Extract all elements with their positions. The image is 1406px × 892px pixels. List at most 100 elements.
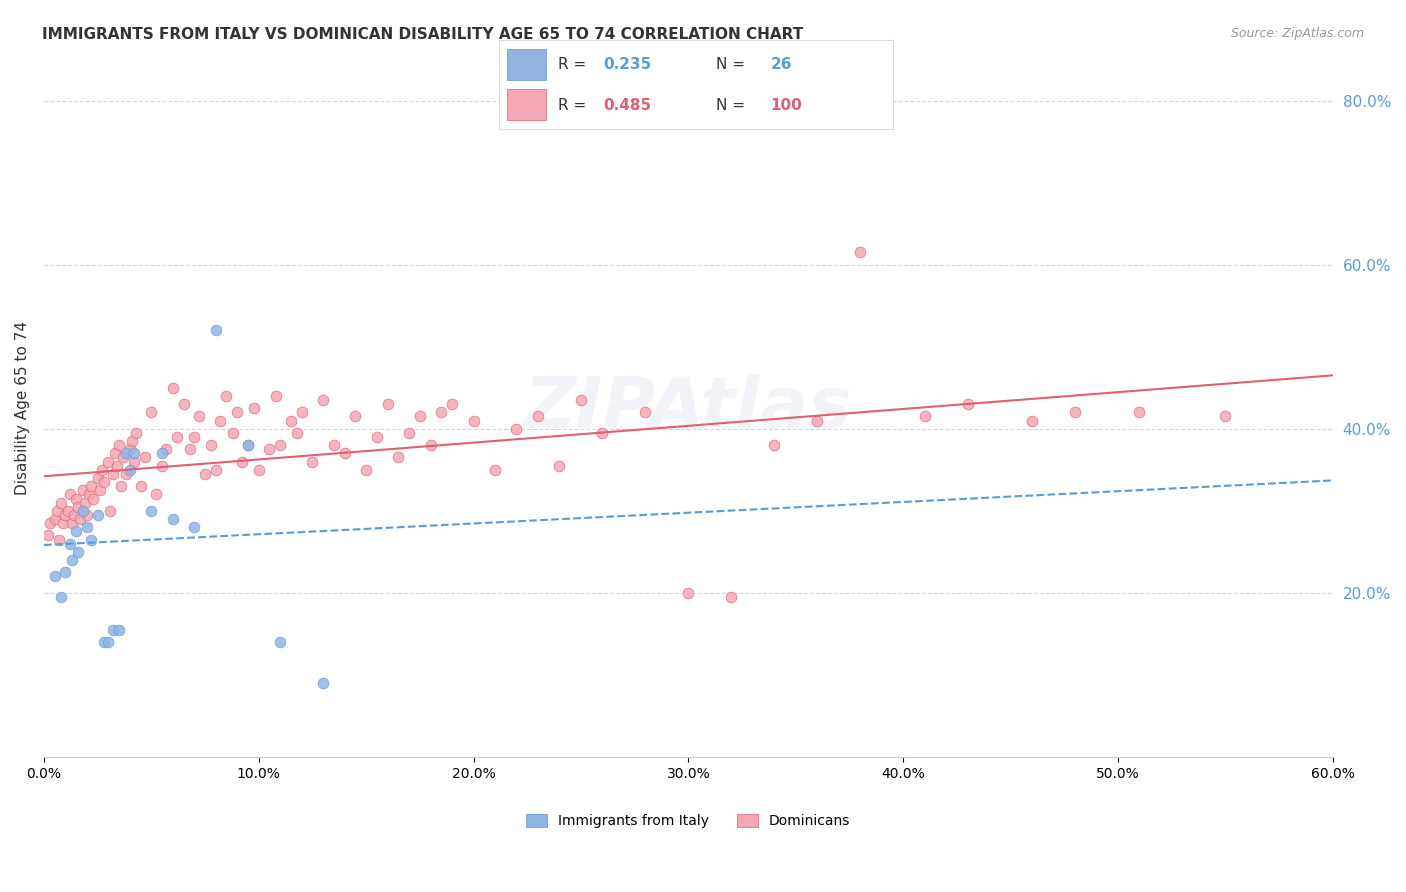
Point: [208, 413, 231, 427]
Point: [48, 533, 70, 547]
Point: [806, 413, 828, 427]
Point: [93, 475, 115, 489]
Point: [63, 508, 86, 522]
Point: [463, 413, 485, 427]
Point: [129, 479, 152, 493]
Point: [100, 504, 122, 518]
Point: [166, 430, 188, 444]
Point: [37, 528, 59, 542]
Point: [398, 425, 420, 440]
Point: [1128, 405, 1150, 419]
Text: IMMIGRANTS FROM ITALY VS DOMINICAN DISABILITY AGE 65 TO 74 CORRELATION CHART: IMMIGRANTS FROM ITALY VS DOMINICAN DISAB…: [42, 27, 803, 42]
Point: [269, 635, 291, 649]
Point: [344, 409, 367, 424]
Point: [484, 463, 506, 477]
Text: R =: R =: [558, 57, 592, 71]
Point: [56, 504, 79, 518]
Point: [312, 676, 335, 690]
Point: [122, 454, 145, 468]
Point: [204, 463, 226, 477]
Point: [222, 425, 245, 440]
Point: [65, 491, 87, 506]
Point: [49, 495, 72, 509]
Point: [44, 569, 66, 583]
Text: N =: N =: [716, 57, 749, 71]
Point: [291, 405, 314, 419]
Point: [419, 438, 441, 452]
Point: [118, 463, 141, 477]
Point: [97, 454, 120, 468]
Point: [956, 397, 979, 411]
Point: [121, 434, 143, 448]
Point: [86, 471, 108, 485]
Point: [162, 381, 184, 395]
Point: [548, 458, 571, 473]
Text: 0.235: 0.235: [603, 57, 652, 71]
Point: [527, 409, 550, 424]
Point: [39, 516, 62, 530]
Point: [104, 446, 127, 460]
Text: Source: ZipAtlas.com: Source: ZipAtlas.com: [1230, 27, 1364, 40]
Point: [89, 483, 111, 498]
Point: [430, 405, 453, 419]
Point: [114, 467, 136, 481]
Point: [441, 397, 464, 411]
Point: [45, 504, 67, 518]
Point: [150, 446, 173, 460]
Point: [236, 438, 259, 452]
Point: [112, 450, 135, 465]
FancyBboxPatch shape: [508, 89, 547, 120]
Text: R =: R =: [558, 98, 592, 112]
Point: [52, 516, 75, 530]
Point: [141, 504, 163, 518]
Point: [118, 442, 141, 457]
Point: [231, 454, 253, 468]
Point: [264, 389, 287, 403]
Point: [259, 442, 281, 457]
Point: [678, 586, 700, 600]
Point: [86, 508, 108, 522]
Point: [849, 245, 872, 260]
Point: [134, 450, 156, 465]
FancyBboxPatch shape: [508, 49, 547, 80]
Point: [122, 446, 145, 460]
Point: [76, 520, 98, 534]
Point: [569, 392, 592, 407]
Point: [101, 467, 124, 481]
Point: [763, 438, 786, 452]
Point: [76, 508, 98, 522]
Point: [65, 524, 87, 539]
Point: [179, 442, 201, 457]
Point: [108, 438, 131, 452]
Point: [67, 500, 90, 514]
Point: [60, 516, 83, 530]
Point: [125, 425, 148, 440]
Point: [1215, 409, 1237, 424]
Point: [377, 397, 399, 411]
Point: [243, 401, 266, 416]
Point: [366, 430, 388, 444]
Point: [1064, 405, 1087, 419]
Point: [67, 545, 90, 559]
Point: [69, 512, 91, 526]
Point: [73, 495, 96, 509]
Point: [49, 590, 72, 604]
Point: [173, 397, 195, 411]
Point: [333, 446, 356, 460]
Point: [269, 438, 291, 452]
Point: [80, 533, 103, 547]
Point: [236, 438, 259, 452]
Point: [59, 536, 82, 550]
Point: [59, 487, 82, 501]
Point: [155, 442, 177, 457]
Point: [183, 430, 205, 444]
Point: [162, 512, 184, 526]
Point: [80, 479, 103, 493]
Point: [60, 553, 83, 567]
Point: [145, 487, 167, 501]
Point: [53, 508, 76, 522]
Point: [82, 491, 104, 506]
Point: [322, 438, 344, 452]
Point: [97, 635, 120, 649]
Point: [108, 623, 131, 637]
